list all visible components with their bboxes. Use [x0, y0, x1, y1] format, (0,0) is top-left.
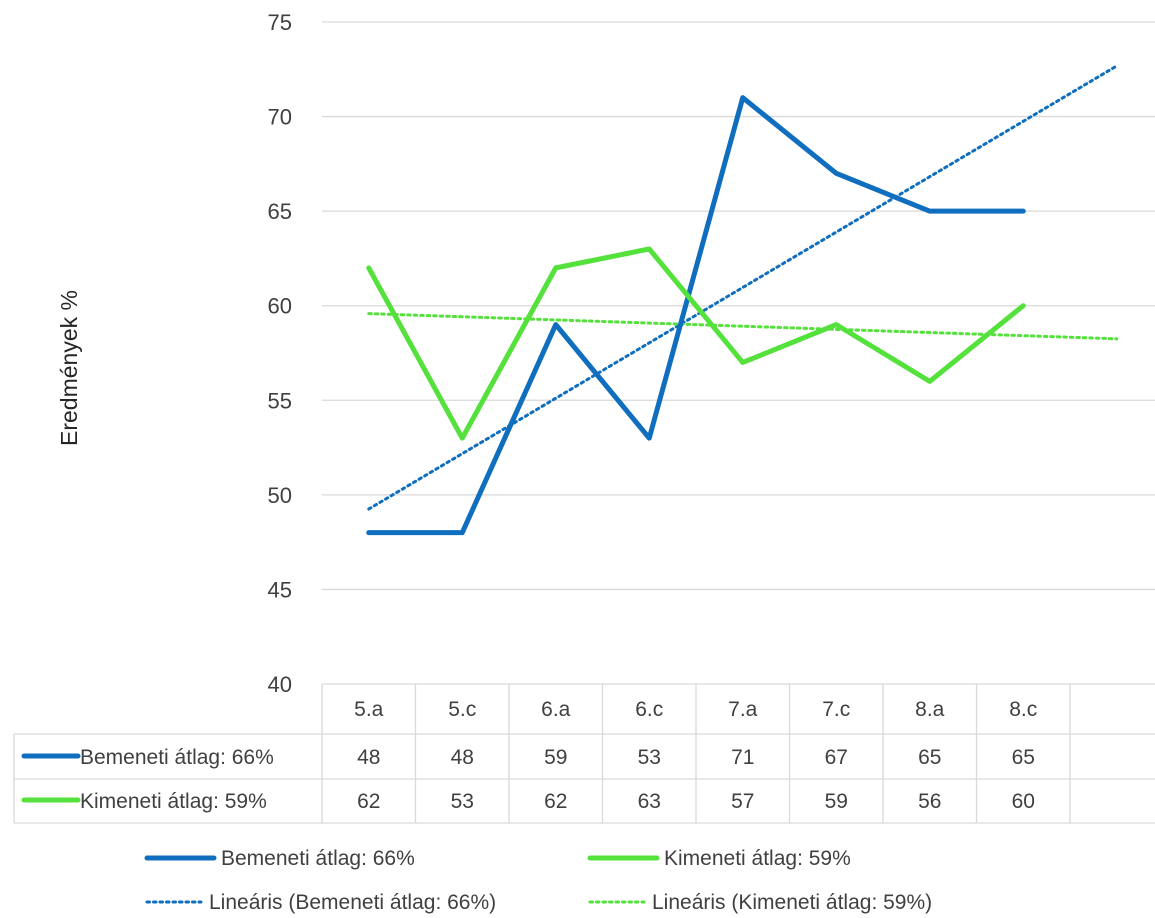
legend-label: Kimeneti átlag: 59% — [664, 847, 851, 870]
y-tick-label: 60 — [268, 294, 292, 319]
y-tick-label: 40 — [268, 672, 292, 697]
table-cell: 48 — [357, 746, 380, 769]
table-header-cell: 7.c — [822, 698, 850, 721]
trendlines — [367, 64, 1119, 511]
y-tick-label: 75 — [268, 10, 292, 35]
gridlines — [322, 21, 1155, 591]
table-header-cell: 7.a — [728, 698, 758, 721]
y-tick-label: 70 — [268, 105, 292, 130]
legend-label: Lineáris (Bemeneti átlag: 66%) — [209, 891, 496, 914]
legend-label: Bemeneti átlag: 66% — [221, 847, 415, 870]
y-tick-label: 55 — [268, 388, 292, 413]
table-cell: 71 — [731, 746, 754, 769]
table-cell: 48 — [451, 746, 474, 769]
y-tick-label: 45 — [268, 577, 292, 602]
table-cell: 57 — [731, 790, 754, 813]
trendline-2 — [367, 312, 1119, 341]
data-table: 5.a 5.c 6.a 6.c 7.a 7.c 8.a 8.c Bemeneti átlag: … — [13, 683, 1155, 824]
trendline-1 — [367, 64, 1119, 511]
table-header-cell: 5.c — [448, 698, 476, 721]
table-cell: 65 — [918, 746, 941, 769]
table-header-cell: 8.c — [1009, 698, 1037, 721]
y-tick-label: 50 — [268, 483, 292, 508]
table-cell: 53 — [451, 790, 474, 813]
table-cell: 59 — [544, 746, 567, 769]
table-cell: 60 — [1012, 790, 1035, 813]
table-header-cell: 6.c — [635, 698, 663, 721]
table-row-label: Bemeneti átlag: 66% — [80, 746, 274, 769]
y-axis-ticks: 40 45 50 55 60 65 70 75 — [268, 10, 292, 697]
table-cell: 62 — [544, 790, 567, 813]
table-header-cell: 8.a — [915, 698, 945, 721]
table-cell: 53 — [638, 746, 661, 769]
table-cell: 63 — [638, 790, 661, 813]
table-cell: 59 — [825, 790, 848, 813]
table-cell: 67 — [825, 746, 848, 769]
table-header-cell: 6.a — [541, 698, 571, 721]
table-cell: 62 — [357, 790, 380, 813]
legend: Bemeneti átlag: 66% Kimeneti átlag: 59% Li… — [144, 847, 932, 914]
table-cell: 56 — [918, 790, 941, 813]
table-header-cell: 5.a — [354, 698, 384, 721]
series-line-2 — [366, 246, 1026, 441]
y-axis-title: Eredmények % — [56, 290, 82, 446]
y-tick-label: 65 — [268, 199, 292, 224]
series-line-1 — [366, 95, 1026, 536]
table-cell: 65 — [1012, 746, 1035, 769]
legend-label: Lineáris (Kimeneti átlag: 59%) — [652, 891, 932, 914]
table-row-label: Kimeneti átlag: 59% — [80, 790, 267, 813]
series-lines — [366, 95, 1026, 536]
